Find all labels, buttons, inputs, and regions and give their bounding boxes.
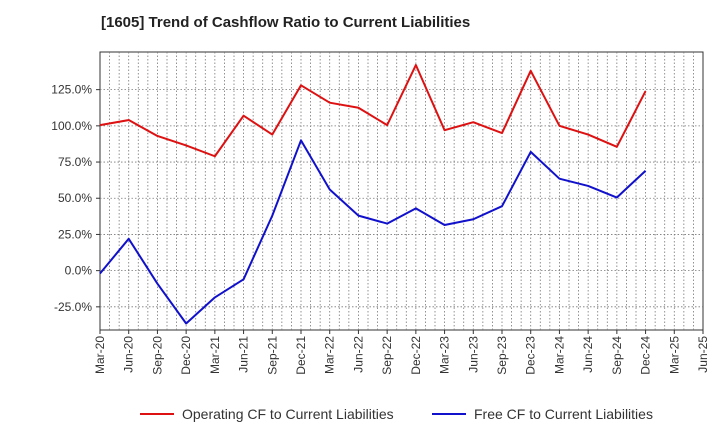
y-tick-label: 125.0%	[51, 83, 92, 97]
legend-label: Operating CF to Current Liabilities	[182, 406, 394, 422]
legend-label: Free CF to Current Liabilities	[474, 406, 653, 422]
x-tick-label: Mar-20	[93, 336, 107, 374]
x-tick-label: Jun-20	[122, 336, 136, 373]
x-tick-label: Sep-21	[265, 336, 279, 375]
y-tick-label: 100.0%	[51, 119, 92, 133]
chart-title: [1605] Trend of Cashflow Ratio to Curren…	[101, 14, 471, 31]
series-line-operating-cf	[99, 64, 647, 158]
y-axis-ticks: 125.0% 100.0% 75.0% 50.0% 25.0% 0.0% -25.0%	[51, 83, 100, 314]
x-tick-label: Dec-22	[409, 336, 423, 375]
x-tick-label: Sep-23	[495, 336, 509, 375]
x-tick-label: Mar-21	[208, 336, 222, 374]
x-tick-label: Jun-23	[466, 336, 480, 373]
x-tick-label: Sep-24	[610, 336, 624, 375]
y-tick-label: -25.0%	[54, 300, 92, 314]
series-line-free-cf	[99, 139, 647, 325]
x-tick-label: Dec-24	[639, 336, 653, 375]
x-tick-label: Sep-20	[150, 336, 164, 375]
x-tick-label: Jun-22	[351, 336, 365, 373]
x-tick-label: Mar-22	[323, 336, 337, 374]
y-tick-label: 75.0%	[58, 155, 92, 169]
grid-lines	[100, 52, 703, 330]
series-lines	[99, 64, 647, 325]
legend: Operating CF to Current Liabilities Free …	[140, 406, 653, 422]
x-tick-label: Mar-23	[438, 336, 452, 374]
x-tick-label: Jun-24	[581, 336, 595, 373]
y-tick-label: 25.0%	[58, 227, 92, 241]
x-tick-label: Dec-23	[524, 336, 538, 375]
x-axis-ticks: Mar-20 Jun-20 Sep-20 Dec-20 Mar-21 Jun-21 Sep-…	[93, 330, 710, 375]
y-tick-label: 50.0%	[58, 191, 92, 205]
x-tick-label: Mar-25	[667, 336, 681, 374]
x-tick-label: Jun-21	[237, 336, 251, 373]
x-tick-label: Sep-22	[380, 336, 394, 375]
x-tick-label: Dec-21	[294, 336, 308, 375]
y-tick-label: 0.0%	[65, 264, 93, 278]
x-tick-label: Dec-20	[179, 336, 193, 375]
x-tick-label: Jun-25	[696, 336, 710, 373]
x-tick-label: Mar-24	[552, 336, 566, 374]
